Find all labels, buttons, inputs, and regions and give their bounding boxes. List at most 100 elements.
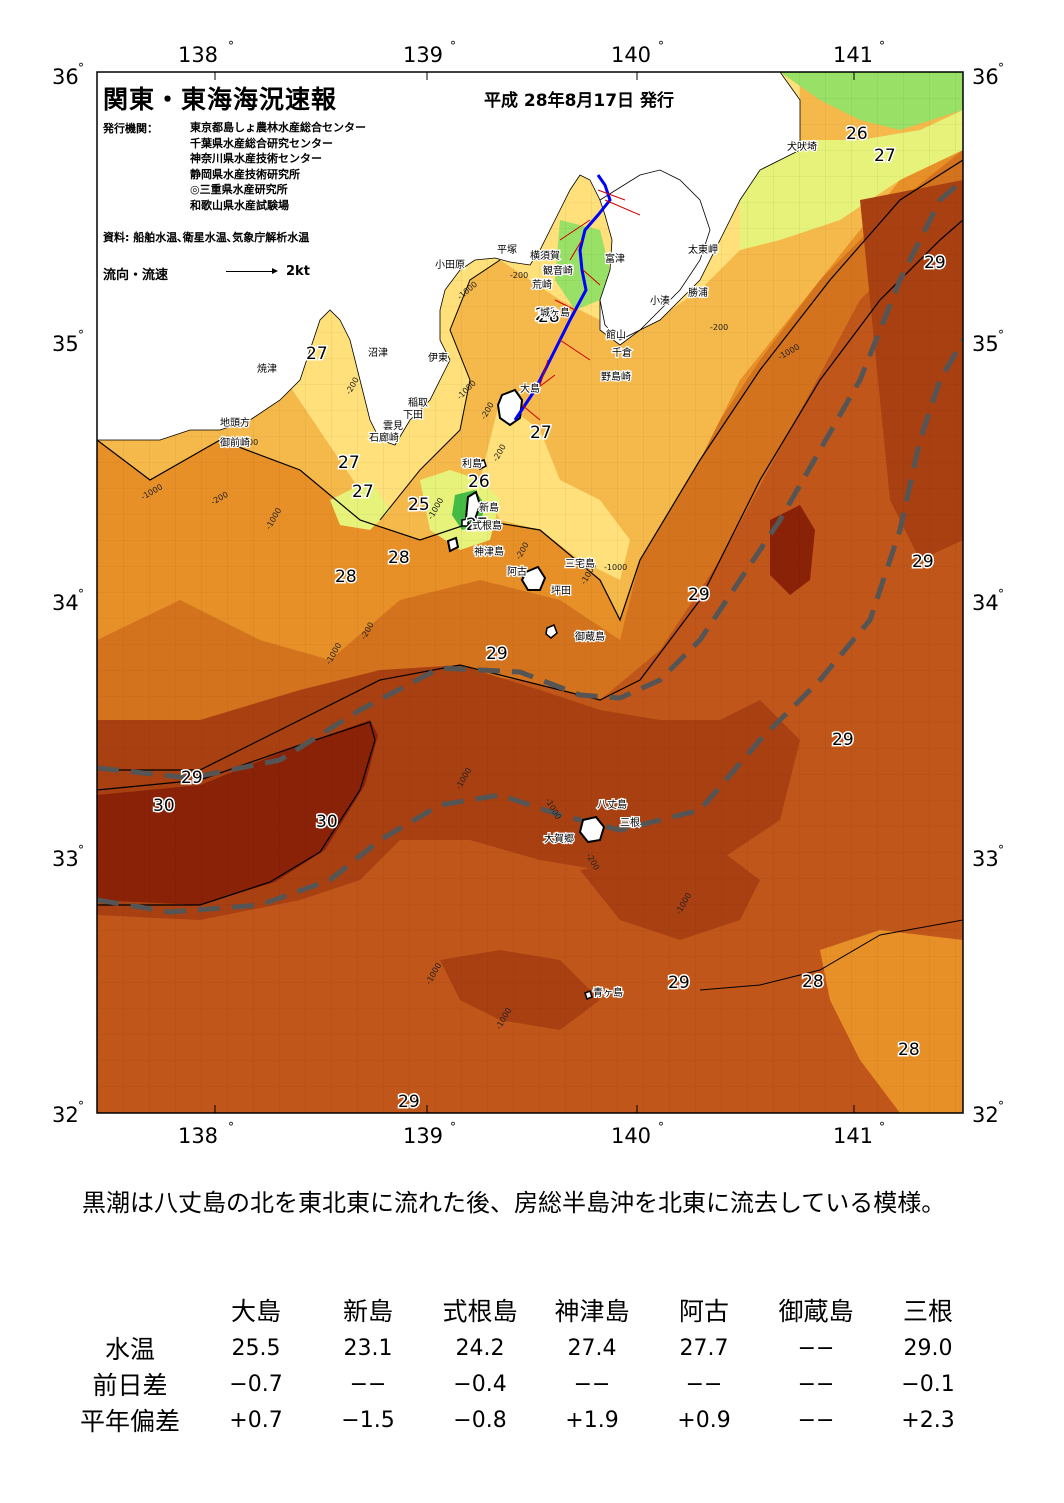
depth-label: -1000: [604, 563, 627, 572]
degree-mark: °: [78, 587, 84, 601]
table-cell: −0.8: [453, 1407, 507, 1433]
isotherm-label: 29: [668, 973, 690, 993]
place-label: 青ヶ島: [593, 986, 623, 999]
flow-vector-track: [513, 174, 612, 421]
isotherm-label: 29: [486, 644, 508, 664]
isotherm-label: 28: [538, 307, 560, 327]
land-kanto-tokai: [97, 72, 801, 446]
table-cell: −−: [349, 1371, 387, 1397]
column-header: 神津島: [554, 1297, 630, 1326]
depth-label: -200: [240, 438, 258, 447]
isotherm-label: 27: [306, 344, 328, 364]
lat-label-32-left: 32: [52, 1103, 79, 1127]
table-row: 前日差 −0.7 −− −0.4 −− −− −− −0.1: [60, 1366, 984, 1402]
flow-vector-arrows: [521, 189, 641, 421]
sea-surface-temperature-map: 138 139 140 141 138 139 140 141 ° ° ° ° …: [52, 39, 1004, 1148]
station-temperature-table: 大島 新島 式根島 神津島 阿古 御蔵島 三根 水温 25.5 23.1 24.…: [60, 1290, 984, 1438]
place-names: 犬吠埼 太東岬 勝浦 小湊 館山 千倉 野島崎 富津 観音崎 荒崎 城ヶ島 横須…: [219, 139, 819, 1001]
lat-label-33-left: 33: [52, 847, 79, 871]
island-aogashima: [584, 990, 593, 1000]
degree-mark: °: [998, 843, 1004, 857]
isotherm-label: 27: [338, 453, 360, 473]
place-label: 雲見: [383, 420, 403, 432]
degree-mark: °: [998, 328, 1004, 342]
place-label: 館山: [606, 328, 626, 341]
lon-labels-bottom: 138 139 140 141: [178, 1124, 873, 1148]
table-cell: −0.1: [901, 1371, 955, 1397]
table-row: 平年偏差 +0.7 −1.5 −0.8 +1.9 +0.9 −− +2.3: [60, 1402, 984, 1438]
table-cell: +1.9: [565, 1407, 619, 1433]
place-label: 観音崎: [543, 264, 573, 277]
place-label: 小田原: [435, 259, 465, 271]
isotherm-label: 29: [832, 730, 854, 750]
table-cell: −−: [797, 1371, 835, 1397]
legend-arrow-icon: [226, 268, 278, 274]
column-header: 式根島: [442, 1297, 518, 1326]
table-row: 水温 25.5 23.1 24.2 27.4 27.7 −− 29.0: [60, 1330, 984, 1366]
isotherm-30-line: [97, 721, 376, 906]
publisher-item: 東京都島しょ農林水産総合センター: [190, 121, 366, 134]
legend-flow-label: 流向・流速: [103, 268, 169, 283]
lon-label-138-bottom: 138: [178, 1124, 218, 1148]
table-cell: 27.4: [567, 1335, 617, 1361]
place-label: 荒崎: [532, 278, 552, 291]
degree-mark: °: [998, 587, 1004, 601]
island-kozushima: [446, 536, 460, 553]
place-label: 太東岬: [688, 243, 718, 256]
degree-mark: °: [879, 39, 885, 53]
degree-mark: °: [658, 1120, 664, 1134]
degree-mark: °: [998, 1099, 1004, 1113]
column-header: 大島: [230, 1297, 281, 1326]
lat-label-36-left: 36: [52, 65, 79, 89]
column-header: 阿古: [678, 1297, 729, 1326]
depth-label: -200: [510, 271, 528, 280]
lat-label-32-right: 32: [972, 1103, 999, 1127]
issue-date: 平成 28年8月17日 発行: [484, 91, 674, 111]
island-mikurajima: [545, 624, 558, 639]
place-label: 千倉: [612, 346, 632, 359]
degree-mark: °: [78, 61, 84, 75]
isotherm-label: 29: [398, 1092, 420, 1112]
lat-label-35-right: 35: [972, 332, 999, 356]
island-niijima: [464, 490, 482, 524]
table-cell: −−: [797, 1407, 835, 1433]
publisher-item: ◎三重県水産研究所: [190, 183, 288, 196]
place-label: 新島: [479, 501, 499, 514]
isotherm-label: 29: [924, 253, 946, 273]
map-area: [97, 72, 963, 1113]
lat-label-33-right: 33: [972, 847, 999, 871]
lon-label-139-bottom: 139: [403, 1124, 443, 1148]
depth-label: -200: [710, 323, 728, 332]
table-cell: −−: [685, 1371, 723, 1397]
place-label: 地頭方: [220, 416, 250, 429]
lon-labels-top: 138 139 140 141: [178, 43, 873, 67]
place-label: 横須賀: [530, 249, 560, 262]
place-label: 三根: [620, 816, 640, 829]
island-miyakejima: [520, 565, 547, 591]
legend-scale: 2kt: [286, 264, 310, 279]
place-label: 三宅島: [565, 557, 595, 570]
place-label: 下田: [403, 410, 423, 421]
table-cell: −−: [797, 1335, 835, 1361]
island-shikinejima: [461, 518, 469, 527]
island-hachijojima: [578, 815, 606, 844]
isotherm-label: 27: [874, 146, 896, 166]
degree-mark: °: [450, 39, 456, 53]
table-cell: 23.1: [343, 1335, 393, 1361]
isotherm-labels: 26 27 29 27 26 27 27 27 25 26 28 28 29 2…: [152, 123, 948, 1114]
isotherm-27-line: [379, 259, 501, 521]
table-cell: +0.7: [229, 1407, 283, 1433]
place-label: 野島崎: [601, 370, 631, 383]
place-label: 富津: [605, 252, 625, 265]
table-cell: +2.3: [901, 1407, 955, 1433]
publisher-item: 千葉県水産総合研究センター: [190, 136, 333, 150]
degree-mark: °: [78, 843, 84, 857]
place-label: 犬吠埼: [787, 140, 817, 153]
isotherm-label: 29: [181, 768, 203, 788]
row-label: 前日差: [92, 1371, 168, 1400]
place-label: 利島: [462, 457, 482, 470]
degree-mark: °: [228, 1120, 234, 1134]
table-cell: 29.0: [903, 1335, 953, 1361]
table-cell: −0.7: [229, 1371, 283, 1397]
